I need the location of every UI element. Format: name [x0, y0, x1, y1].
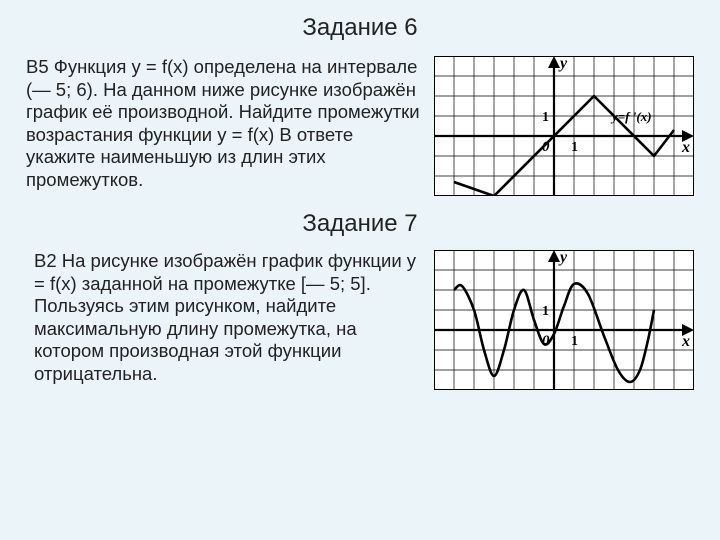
chart2-svg: yx011 [434, 250, 694, 390]
task7-body: B2 На рисунке изображён график функции y… [34, 250, 434, 385]
svg-text:x: x [681, 139, 690, 156]
svg-text:1: 1 [571, 140, 578, 155]
svg-text:1: 1 [542, 304, 549, 319]
svg-text:1: 1 [542, 110, 549, 125]
task7-title: Задание 7 [0, 196, 720, 246]
svg-text:y: y [558, 56, 568, 72]
task7-container: B2 На рисунке изображён график функции y… [0, 246, 720, 390]
svg-text:y: y [558, 250, 568, 266]
svg-text:x: x [681, 333, 690, 350]
svg-text:y=f '(x): y=f '(x) [610, 109, 652, 124]
task6-chart: yx011y=f '(x) [434, 56, 694, 196]
task6-body: B5 Функция y = f(x) определена на интерв… [26, 56, 434, 191]
task6-title: Задание 6 [0, 0, 720, 50]
task6-container: B5 Функция y = f(x) определена на интерв… [0, 50, 720, 196]
svg-text:1: 1 [571, 334, 578, 349]
chart1-svg: yx011y=f '(x) [434, 56, 694, 196]
task7-chart: yx011 [434, 250, 694, 390]
